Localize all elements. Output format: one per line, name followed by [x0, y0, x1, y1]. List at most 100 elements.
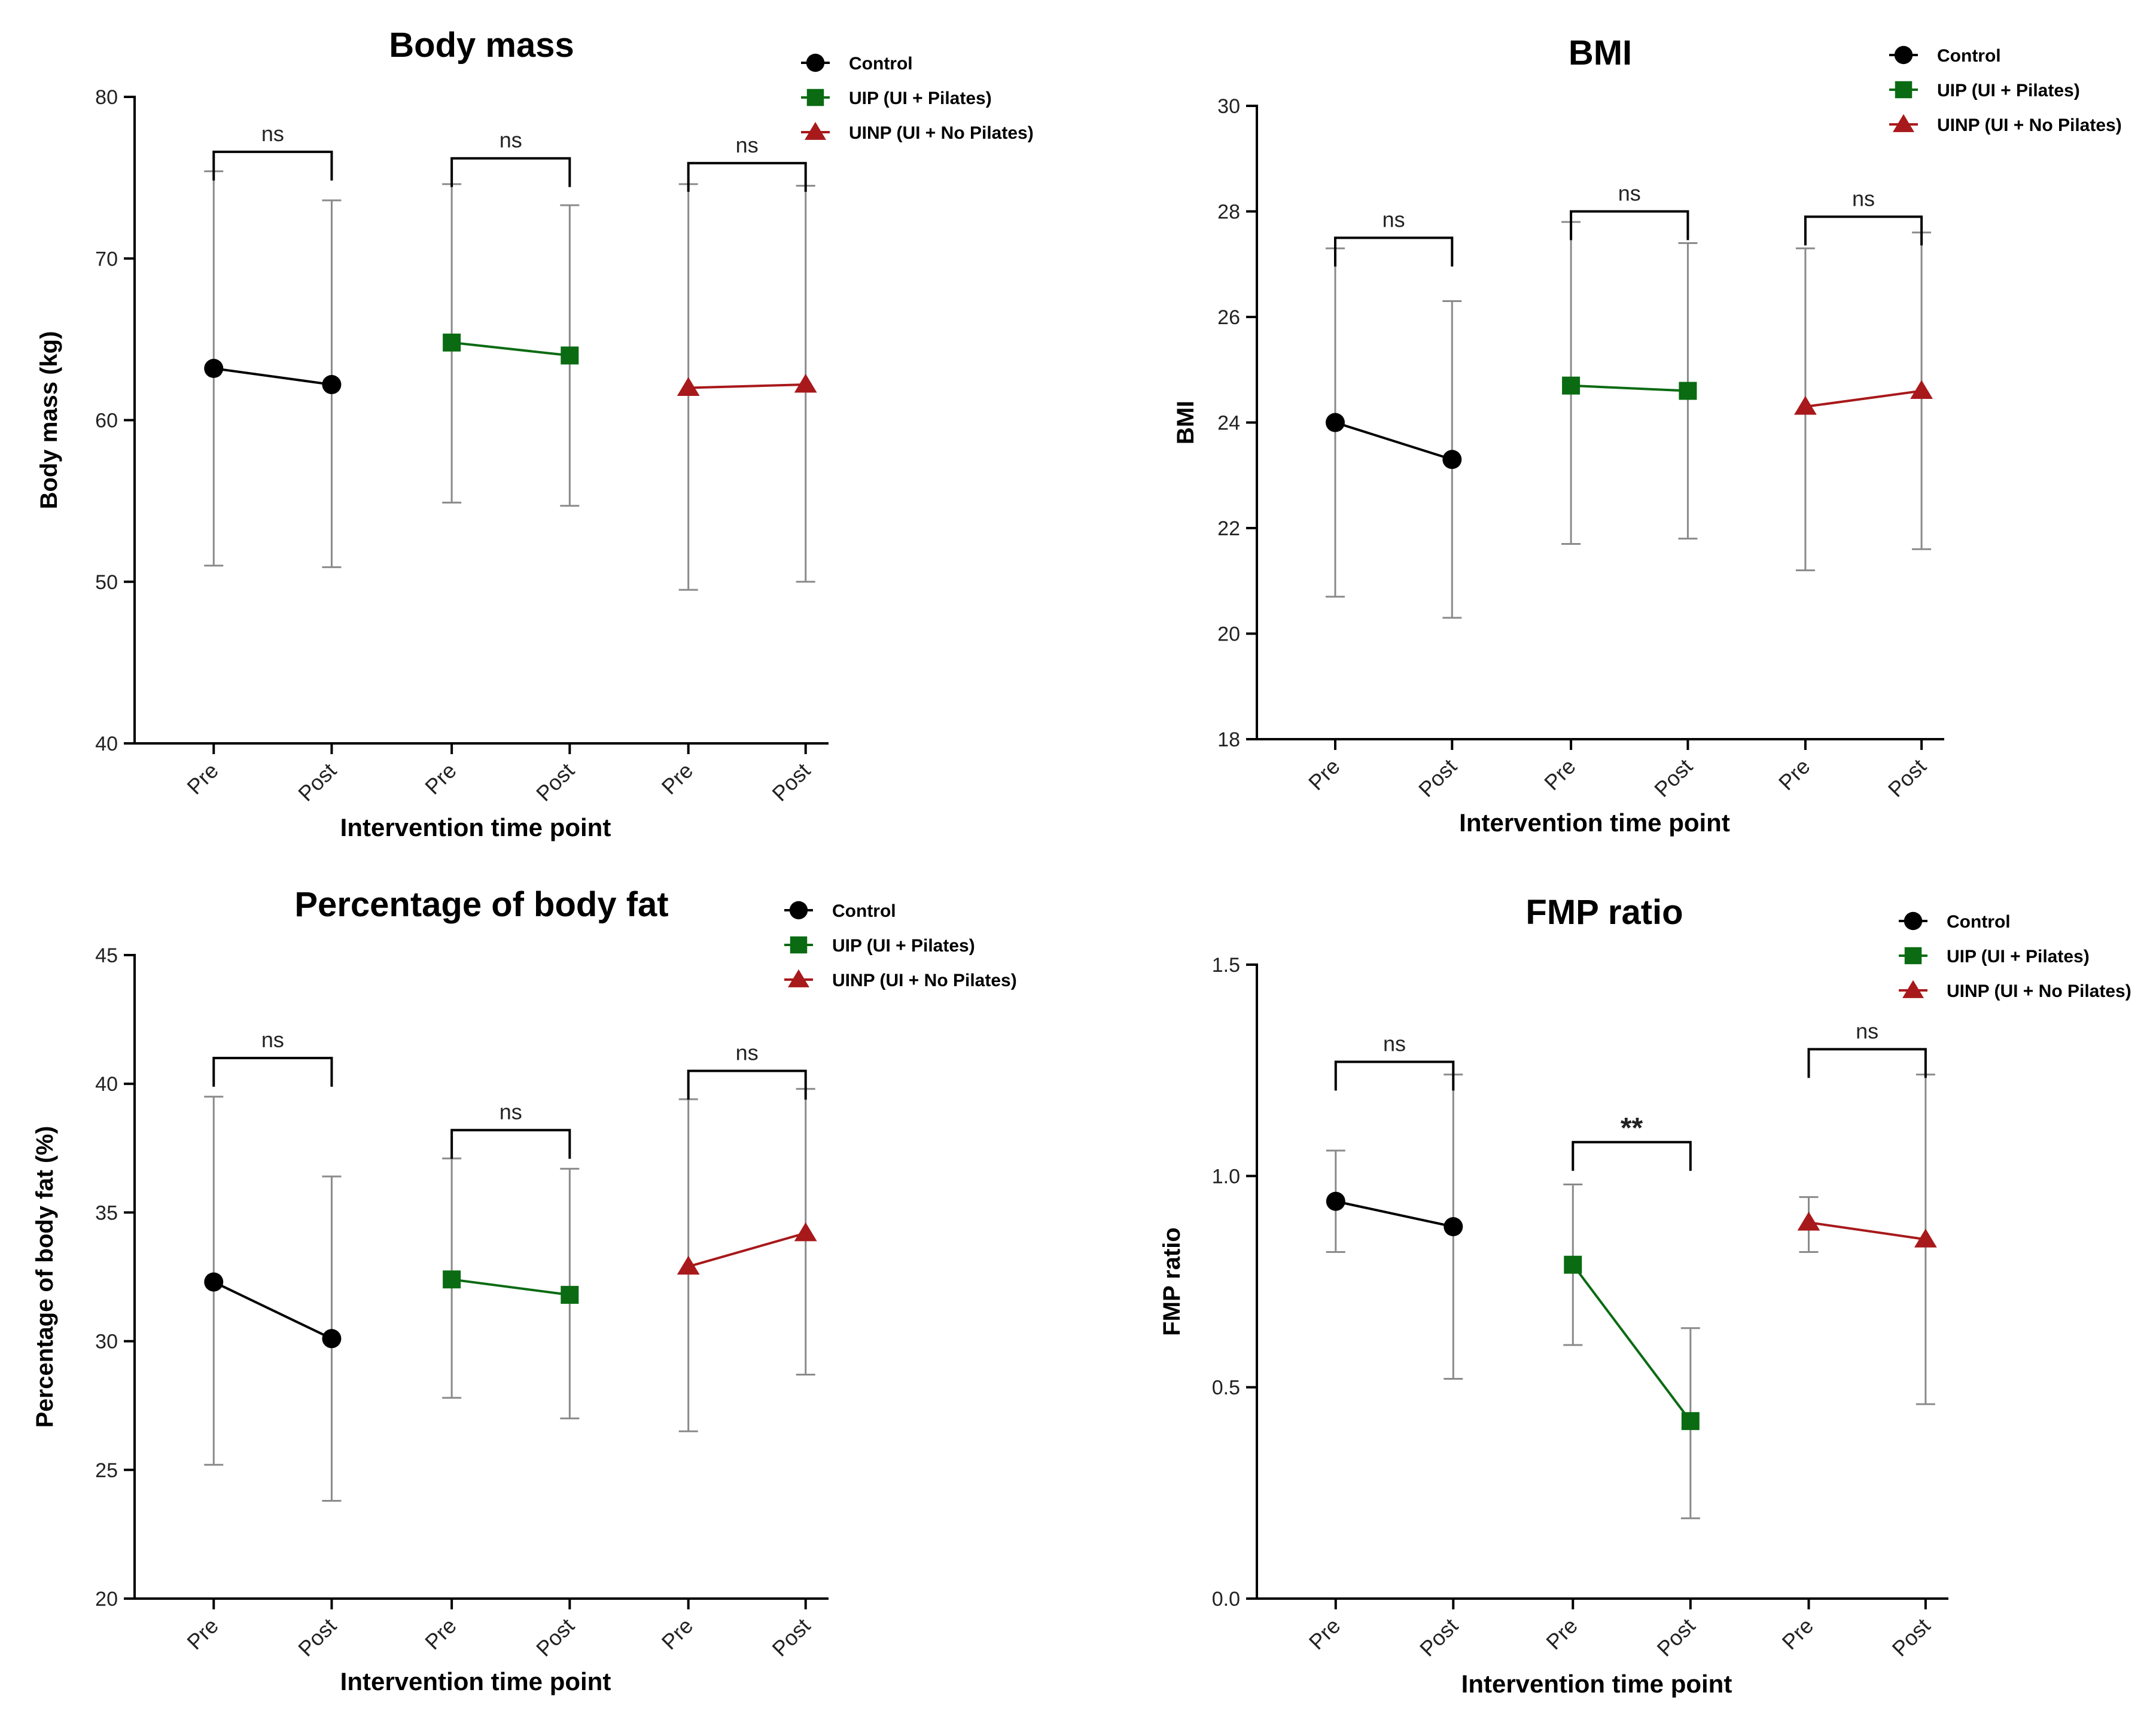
legend-marker: [806, 89, 824, 106]
legend-label: Control: [849, 54, 913, 74]
data-point: [677, 1255, 700, 1275]
data-point: [1325, 413, 1345, 432]
significance-bracket: ns: [687, 133, 807, 192]
significance-label: ns: [261, 1027, 284, 1052]
y-tick-label: 45: [95, 944, 118, 967]
data-point: [1910, 380, 1933, 399]
legend-marker: [1894, 45, 1913, 65]
legend-label: UIP (UI + Pilates): [849, 89, 992, 108]
data-point: [204, 1272, 224, 1292]
significance-label: ns: [1856, 1018, 1878, 1043]
series-3: [677, 1088, 817, 1432]
series-line: [1572, 1264, 1692, 1422]
significance-label: ns: [1852, 186, 1875, 211]
legend-marker: [1904, 947, 1922, 965]
y-axis-label: FMP ratio: [1159, 1227, 1185, 1336]
data-point: [1564, 1255, 1582, 1274]
x-tick-label: Post: [1414, 754, 1461, 802]
significance-bracket: ns: [1333, 208, 1454, 267]
y-tick-label: 0.0: [1212, 1588, 1240, 1611]
x-tick-label: Post: [1652, 1614, 1700, 1661]
legend-marker: [1893, 114, 1914, 132]
x-tick-label: Pre: [657, 758, 698, 800]
y-tick-label: 0.5: [1212, 1377, 1240, 1399]
series-line: [688, 383, 806, 389]
y-tick-label: 18: [1217, 728, 1240, 751]
series-3: [677, 183, 817, 591]
x-tick-label: Pre: [1541, 1614, 1582, 1655]
y-axis-label: BMI: [1173, 401, 1199, 444]
x-tick-label: Pre: [1304, 1614, 1345, 1655]
x-tick-label: Post: [767, 758, 815, 806]
x-tick-label: Post: [531, 758, 579, 806]
chart-title: Percentage of body fat: [294, 885, 668, 924]
x-tick-label: Post: [531, 1614, 579, 1661]
series-line: [213, 1280, 333, 1340]
y-tick-label: 28: [1217, 201, 1240, 224]
y-axis-label: Percentage of body fat (%): [32, 1126, 58, 1428]
data-point: [443, 1270, 461, 1289]
legend: Control UIP (UI + Pilates) UINP (UI + No P…: [784, 901, 1017, 990]
x-tick-label: Pre: [420, 758, 461, 800]
x-tick-label: Pre: [1304, 754, 1345, 795]
bracket-line: [1334, 1060, 1455, 1091]
x-tick-label: Post: [767, 1614, 815, 1661]
significance-bracket: ns: [212, 121, 333, 181]
significance-label: ns: [736, 133, 759, 157]
data-point: [1914, 1228, 1937, 1248]
legend-label: UINP (UI + No Pilates): [832, 971, 1017, 990]
bracket-line: [1333, 236, 1454, 267]
series-2: [442, 1157, 580, 1420]
x-tick-label: Post: [1887, 1614, 1935, 1661]
legend-label: UIP (UI + Pilates): [832, 936, 975, 956]
significance-label: ns: [500, 128, 522, 153]
bracket-line: [1807, 1048, 1927, 1078]
significance-bracket: ns: [1334, 1032, 1455, 1091]
significance-bracket: ns: [450, 1100, 571, 1159]
x-axis-label: Intervention time point: [1461, 1670, 1732, 1698]
x-tick-label: Pre: [420, 1614, 461, 1655]
significance-label: ns: [1618, 181, 1641, 206]
series-line: [451, 341, 570, 357]
series-3: [1797, 1074, 1937, 1405]
significance-label: ns: [500, 1100, 522, 1124]
bracket-line: [687, 161, 807, 192]
significance-bracket: ns: [1570, 181, 1689, 240]
significance-label: ns: [1382, 208, 1405, 232]
bracket-line: [1572, 1140, 1692, 1171]
series-line: [451, 1278, 570, 1297]
y-tick-label: 25: [95, 1459, 118, 1482]
legend: Control UIP (UI + Pilates) UINP (UI + No P…: [1889, 45, 2122, 135]
significance-label: ns: [736, 1041, 759, 1065]
significance-bracket: ns: [1807, 1018, 1927, 1078]
legend: Control UIP (UI + Pilates) UINP (UI + No P…: [1899, 911, 2131, 1001]
legend-label: UIP (UI + Pilates): [1937, 81, 2080, 100]
significance-label: ns: [1383, 1032, 1406, 1056]
legend-label: UINP (UI + No Pilates): [849, 123, 1034, 143]
chart-panel-2: BMI 18 20 22 24 26 28 30 Pre Post Pre Post Pre Post In…: [1173, 33, 2122, 837]
series-line: [1335, 1200, 1454, 1228]
data-point: [322, 1329, 342, 1349]
bracket-line: [212, 150, 333, 181]
series-1: [1326, 1074, 1463, 1380]
x-axis-label: Intervention time point: [340, 813, 611, 841]
x-tick-label: Post: [1415, 1614, 1463, 1661]
series-2: [1563, 1183, 1700, 1520]
legend-marker: [1902, 980, 1924, 998]
legend-marker: [788, 969, 809, 987]
legend-label: UIP (UI + Pilates): [1947, 947, 2090, 966]
significance-label: **: [1621, 1112, 1643, 1144]
series-line: [688, 1231, 806, 1268]
data-point: [1562, 376, 1581, 395]
y-tick-label: 40: [95, 1073, 118, 1096]
y-axis-label: Body mass (kg): [36, 331, 62, 510]
series-3: [1794, 231, 1933, 572]
chart-panel-1: Body mass 40 50 60 70 80 Pre Post Pre Post Pre Post…: [36, 26, 1034, 841]
bracket-line: [212, 1057, 333, 1087]
y-tick-label: 50: [95, 571, 118, 594]
data-point: [1442, 450, 1462, 469]
bracket-line: [687, 1069, 807, 1100]
data-point: [1794, 396, 1817, 415]
legend-marker: [1904, 911, 1923, 931]
data-point: [561, 1286, 579, 1304]
